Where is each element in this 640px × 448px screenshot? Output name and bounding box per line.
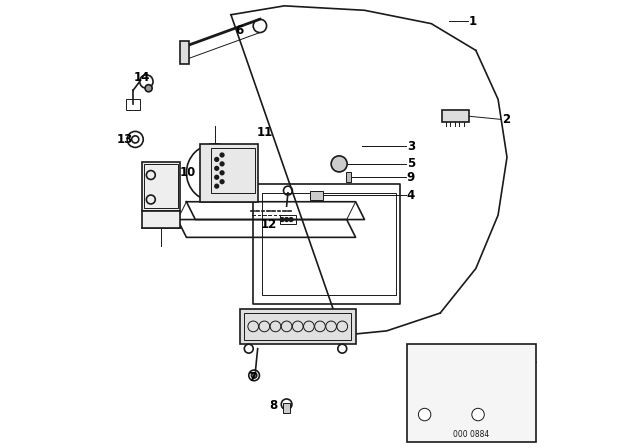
Circle shape: [215, 185, 218, 188]
Circle shape: [220, 162, 224, 166]
Text: 3: 3: [407, 140, 415, 153]
Circle shape: [419, 408, 431, 421]
Bar: [142, 162, 180, 211]
Text: 9: 9: [407, 171, 415, 184]
Bar: [407, 344, 536, 442]
Text: 4: 4: [407, 189, 415, 202]
Bar: [144, 164, 177, 208]
Text: 000 0884: 000 0884: [453, 430, 490, 439]
Circle shape: [252, 373, 257, 378]
Bar: [346, 172, 351, 182]
Bar: [211, 148, 255, 193]
Text: 7: 7: [248, 371, 257, 384]
Bar: [200, 144, 258, 202]
Circle shape: [215, 167, 218, 170]
Text: 12: 12: [260, 217, 277, 231]
Circle shape: [220, 153, 224, 157]
Bar: [280, 215, 296, 224]
Text: 13: 13: [117, 133, 133, 146]
Text: 1: 1: [469, 15, 477, 28]
Bar: [244, 313, 351, 340]
Bar: [240, 309, 356, 344]
Bar: [442, 111, 469, 121]
Text: 14: 14: [134, 71, 150, 84]
Bar: [284, 404, 290, 413]
Circle shape: [215, 158, 218, 161]
Circle shape: [289, 218, 293, 221]
Circle shape: [280, 218, 284, 221]
Text: 10: 10: [180, 166, 196, 179]
Circle shape: [331, 156, 347, 172]
Bar: [310, 191, 323, 199]
Text: 2: 2: [502, 113, 510, 126]
Circle shape: [472, 408, 484, 421]
Circle shape: [220, 171, 224, 175]
Circle shape: [215, 176, 218, 179]
Text: 6: 6: [236, 24, 244, 37]
FancyBboxPatch shape: [452, 372, 474, 382]
Circle shape: [220, 180, 224, 184]
Bar: [180, 42, 189, 64]
Circle shape: [145, 85, 152, 92]
Circle shape: [285, 218, 289, 221]
Bar: [142, 211, 180, 228]
Text: 5: 5: [407, 157, 415, 170]
Text: 11: 11: [256, 126, 273, 139]
Text: 8: 8: [269, 399, 278, 412]
Bar: [126, 99, 140, 111]
